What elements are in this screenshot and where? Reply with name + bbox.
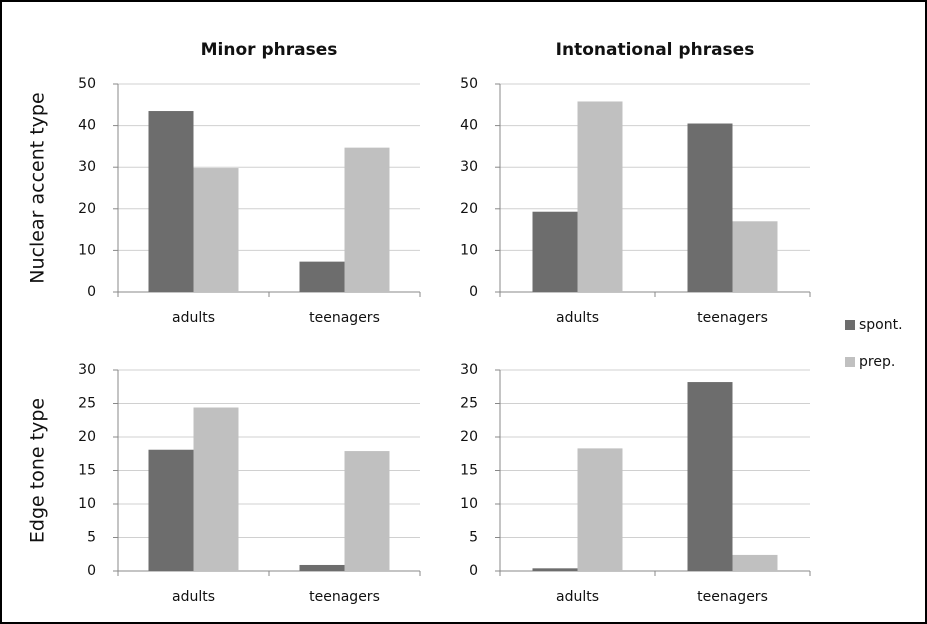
y-tick-label: 20 [460, 201, 478, 217]
y-tick-label: 15 [460, 463, 478, 479]
legend-swatch [845, 320, 855, 330]
y-tick-label: 0 [87, 284, 96, 300]
y-axis-label: Edge tone type [27, 398, 49, 543]
bar [344, 451, 390, 571]
panel-title: Minor phrases [201, 40, 338, 60]
legend-label: spont. [859, 317, 903, 333]
y-tick-label: 10 [460, 242, 478, 258]
y-axis-label: Nuclear accent type [27, 92, 49, 283]
y-tick-label: 30 [78, 362, 96, 378]
bar [732, 221, 778, 292]
x-tick-label: teenagers [309, 589, 380, 605]
bar [577, 101, 623, 292]
y-tick-label: 10 [78, 242, 96, 258]
bar [148, 111, 194, 292]
y-tick-label: 0 [87, 563, 96, 579]
bar [732, 554, 778, 571]
y-tick-label: 10 [460, 496, 478, 512]
x-tick-label: adults [172, 310, 215, 326]
panel-title: Intonational phrases [556, 40, 755, 60]
bar [687, 123, 733, 293]
y-tick-label: 40 [78, 118, 96, 134]
x-tick-label: teenagers [697, 310, 768, 326]
bar [299, 261, 345, 292]
y-tick-label: 30 [460, 159, 478, 175]
x-tick-label: adults [556, 589, 599, 605]
legend-swatch [845, 357, 855, 367]
y-tick-label: 10 [78, 496, 96, 512]
y-tick-label: 0 [469, 563, 478, 579]
x-tick-label: adults [556, 310, 599, 326]
y-tick-label: 0 [469, 284, 478, 300]
bar [532, 211, 578, 292]
x-tick-label: adults [172, 589, 215, 605]
y-tick-label: 15 [78, 463, 96, 479]
bar [148, 449, 194, 571]
bar [687, 382, 733, 571]
y-tick-label: 25 [78, 396, 96, 412]
y-tick-label: 30 [460, 362, 478, 378]
y-tick-label: 40 [460, 118, 478, 134]
bar [193, 168, 239, 292]
x-tick-label: teenagers [309, 310, 380, 326]
y-tick-label: 5 [87, 530, 96, 546]
y-tick-label: 50 [460, 76, 478, 92]
y-tick-label: 20 [78, 429, 96, 445]
y-tick-label: 5 [469, 530, 478, 546]
bar [299, 564, 345, 571]
y-tick-label: 20 [78, 201, 96, 217]
bar [532, 568, 578, 571]
bar [344, 147, 390, 292]
x-tick-label: teenagers [697, 589, 768, 605]
y-tick-label: 25 [460, 396, 478, 412]
y-tick-label: 30 [78, 159, 96, 175]
bar [577, 448, 623, 571]
y-tick-label: 20 [460, 429, 478, 445]
bar [193, 407, 239, 571]
y-tick-label: 50 [78, 76, 96, 92]
legend-label: prep. [859, 354, 895, 370]
